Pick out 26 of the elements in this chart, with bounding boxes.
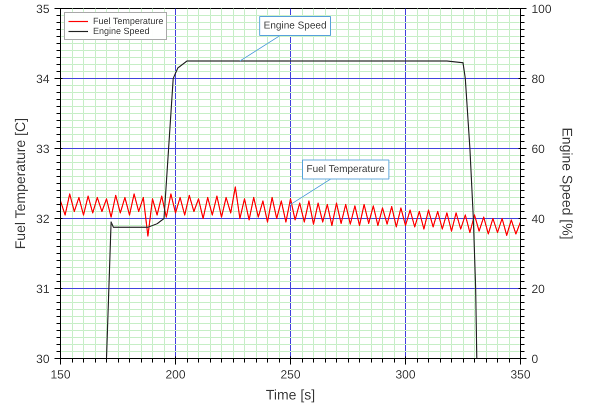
y2-tick-label: 20	[532, 282, 546, 296]
y2-axis-title: Engine Speed [%]	[560, 127, 576, 240]
y2-tick-label: 60	[532, 142, 546, 156]
y-tick-label: 33	[36, 142, 50, 156]
y-tick-label: 32	[36, 212, 50, 226]
annotation: Engine Speed	[264, 20, 327, 32]
x-tick-label: 150	[50, 368, 71, 382]
y2-tick-label: 0	[532, 352, 538, 366]
x-axis-title: Time [s]	[266, 386, 316, 402]
line-series	[60, 186, 520, 237]
y2-tick-label: 40	[532, 212, 546, 226]
x-tick-label: 250	[280, 368, 301, 382]
line-series	[106, 60, 478, 358]
x-tick-label: 300	[395, 368, 416, 382]
legend-label: Fuel Temperature	[93, 16, 164, 26]
y-tick-label: 31	[36, 282, 50, 296]
y2-tick-label: 100	[532, 2, 552, 16]
y-axis-title: Fuel Temperature [C]	[12, 118, 28, 250]
y2-tick-label: 80	[532, 72, 546, 86]
y-tick-label: 30	[36, 352, 50, 366]
y-tick-label: 34	[36, 72, 50, 86]
annotation: Fuel Temperature	[306, 164, 386, 175]
y-tick-label: 35	[36, 2, 50, 16]
legend-label: Engine Speed	[93, 26, 150, 36]
x-tick-label: 200	[165, 368, 186, 382]
x-tick-label: 350	[510, 368, 531, 382]
